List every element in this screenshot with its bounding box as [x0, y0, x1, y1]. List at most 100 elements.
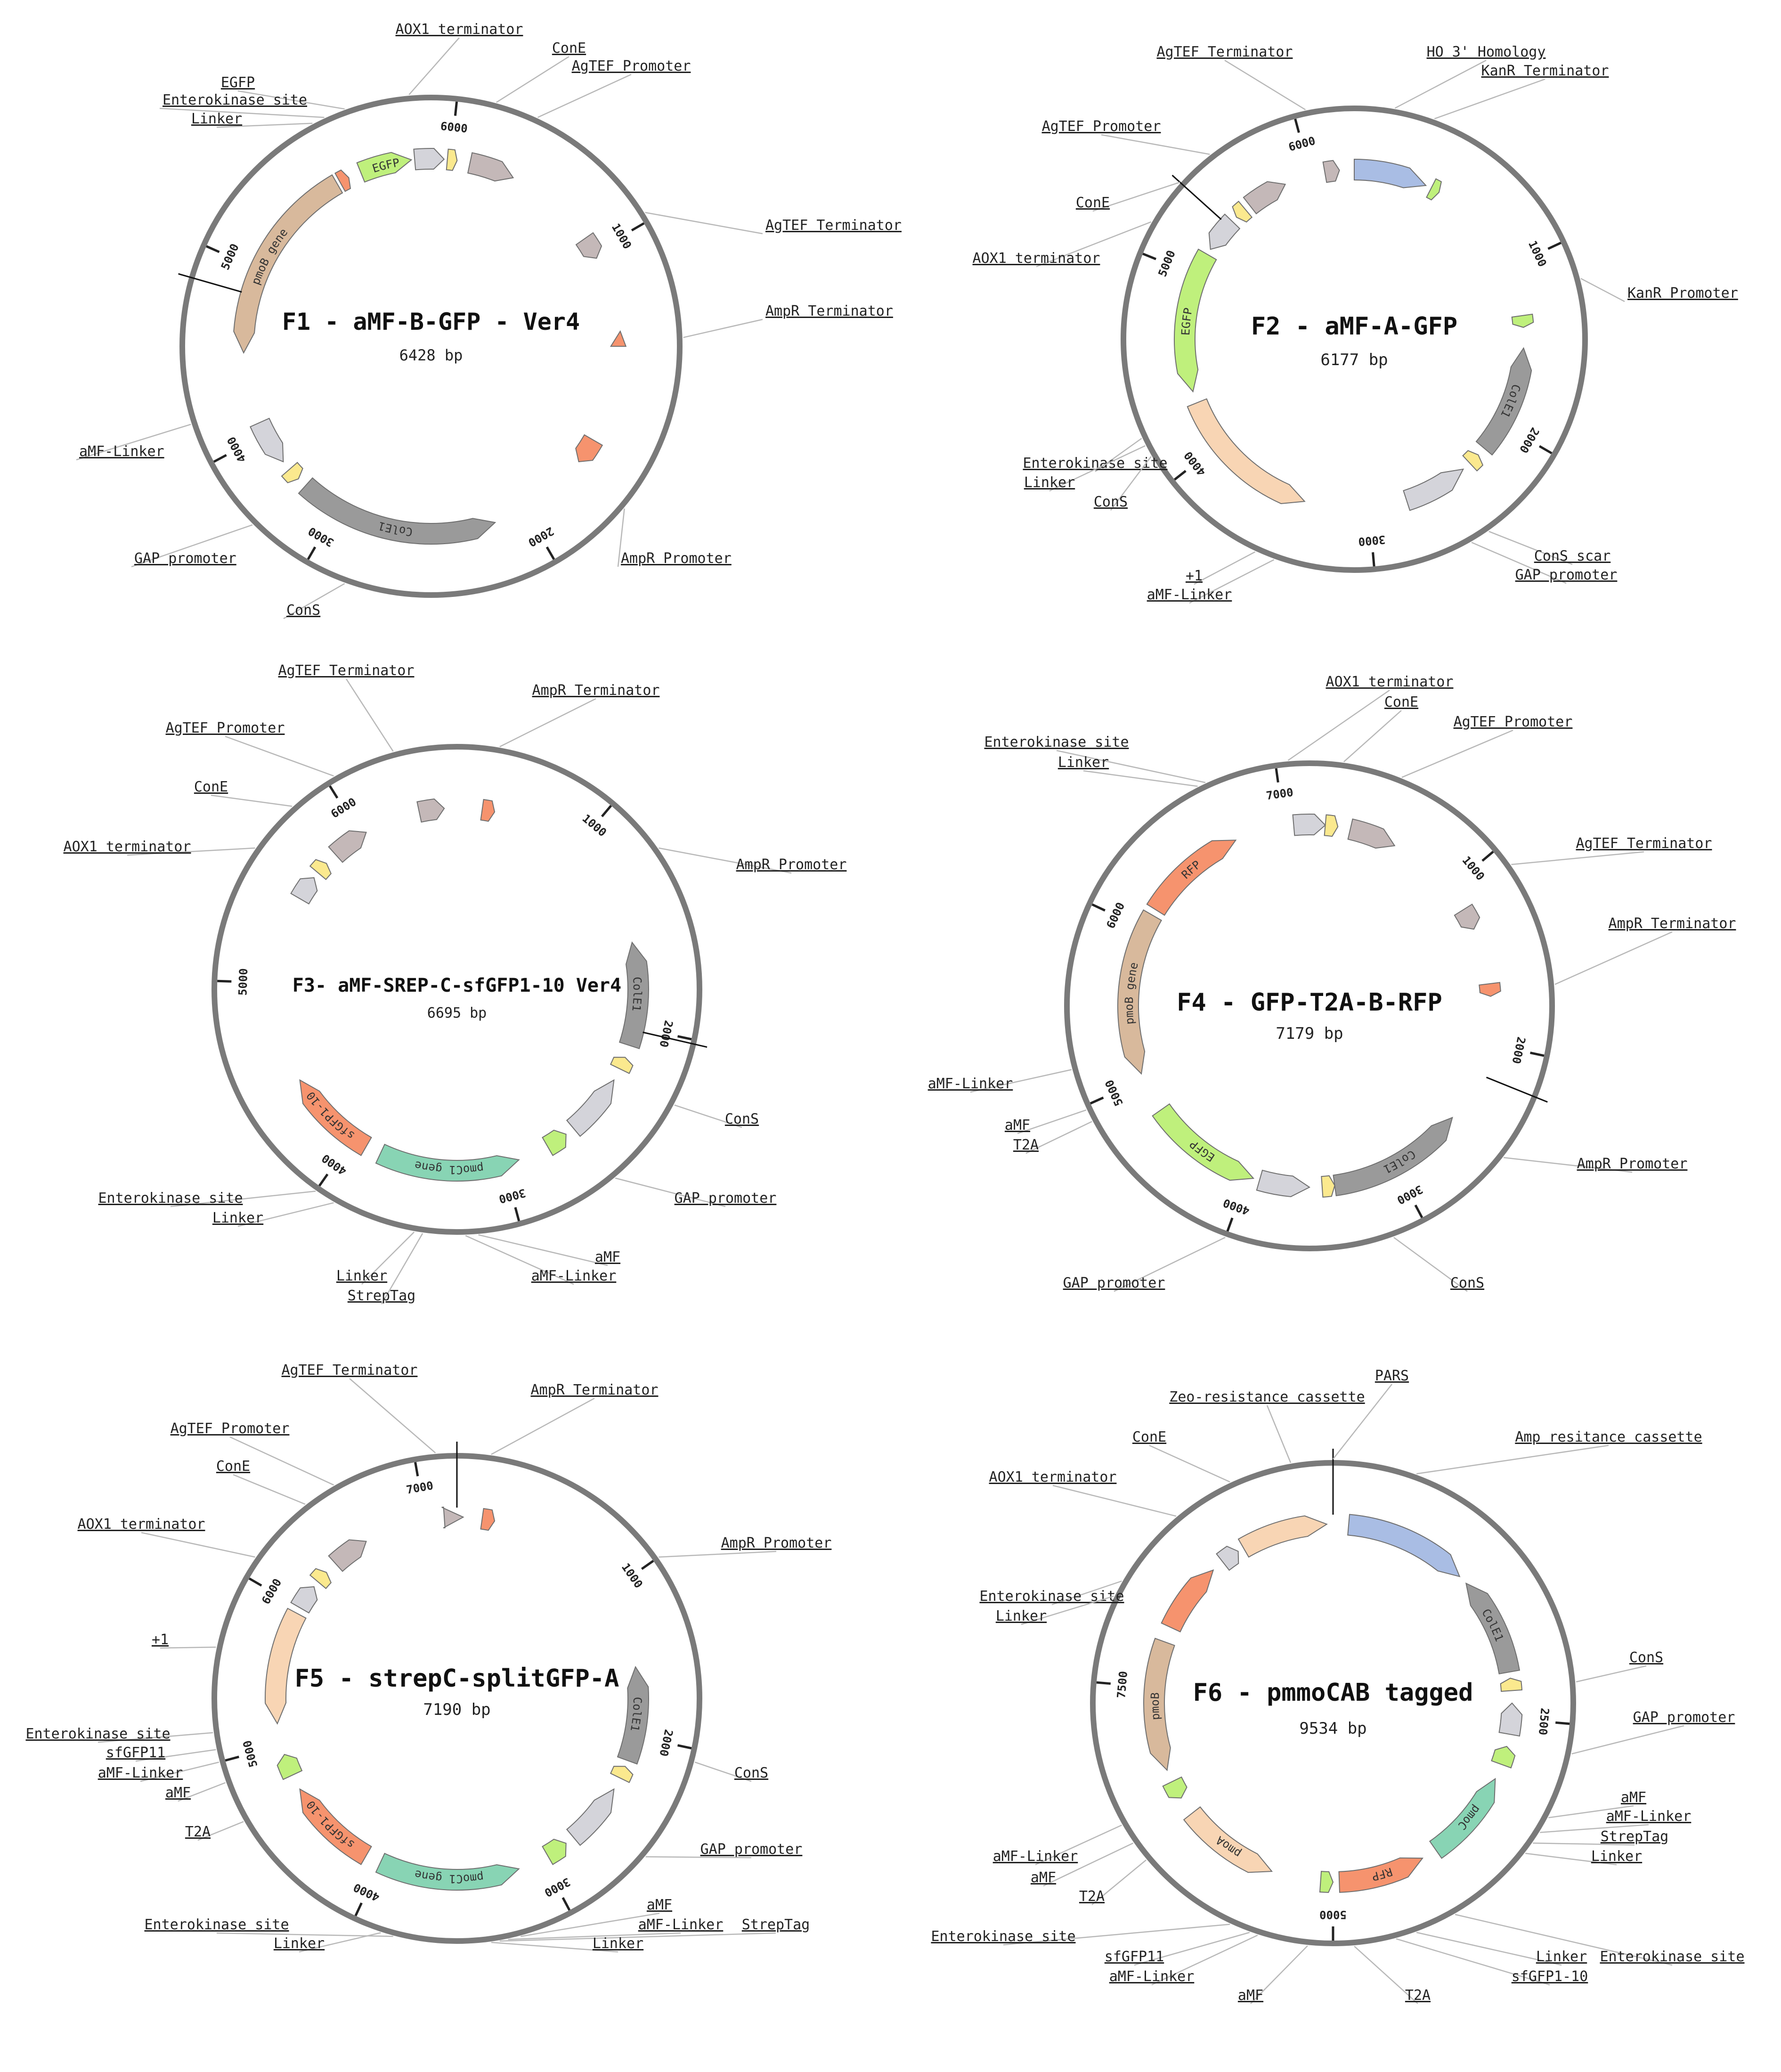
tick-label: 7500	[1114, 1671, 1130, 1699]
feature-callout-label: AmpR Promoter	[721, 1535, 832, 1551]
tick-label: 7000	[405, 1479, 434, 1497]
feature-callout-label: Linker	[1058, 754, 1109, 771]
feature-arrow	[1256, 1169, 1310, 1198]
feature-callout-label: aMF-Linker	[928, 1076, 1013, 1092]
feature-callout-label: Linker	[191, 111, 242, 127]
tick-mark	[1294, 118, 1300, 133]
feature-callout-label: T2A	[185, 1824, 211, 1840]
tick-mark	[1481, 850, 1494, 862]
feature-callout-label: aMF-Linker	[79, 443, 164, 460]
label-leader	[1396, 1938, 1550, 1986]
feature-arrow	[1347, 1514, 1461, 1577]
label-leader	[1052, 1485, 1177, 1517]
plasmid-size: 6428 bp	[399, 346, 463, 364]
feature-callout-label: AmpR Terminator	[765, 303, 893, 319]
label-leader	[216, 1932, 393, 1937]
tick-label: 3000	[306, 524, 336, 549]
feature-rfp	[1338, 1857, 1424, 1893]
label-leader	[1189, 559, 1275, 604]
feature-arrow	[1216, 1545, 1239, 1571]
label-leader	[1017, 1109, 1087, 1134]
feature-callout-label: Linker	[996, 1608, 1047, 1624]
feature-callout-label: Linker	[1024, 474, 1075, 491]
plasmid-title: F6 - pmmoCAB tagged	[1193, 1679, 1473, 1707]
feature-callout-label: AOX1 terminator	[396, 21, 523, 38]
tick-label: 6000	[259, 1576, 284, 1607]
feature-callout-label: aMF-Linker	[1147, 587, 1232, 603]
tick-mark	[1372, 552, 1375, 567]
feature-callout-label: AgTEF Promoter	[572, 58, 691, 74]
label-leader	[1576, 1665, 1647, 1683]
tick-mark	[1555, 1721, 1570, 1725]
label-leader	[1354, 1946, 1418, 2004]
tick-mark	[561, 1897, 571, 1911]
feature-callout-label: ConS	[286, 602, 320, 619]
feature-callout-label: ConS	[1629, 1649, 1663, 1666]
feature-arrow	[334, 169, 351, 192]
label-leader	[1525, 1852, 1617, 1866]
feature-arrow	[467, 152, 514, 182]
feature-arrow	[566, 1788, 615, 1846]
label-leader	[98, 1732, 213, 1743]
plasmid-map-f6: ColE1pmoCRFPpmoApmoB250050007500PARSZeo-…	[931, 1368, 1745, 2004]
feature-callout-label: ConS	[1094, 494, 1128, 510]
label-leader	[1533, 1842, 1635, 1846]
feature-callout-label: T2A	[1013, 1137, 1039, 1153]
feature-callout-label: Amp resitance cassette	[1515, 1429, 1702, 1445]
feature-callout-label: Enterokinase site	[144, 1917, 289, 1933]
feature-pmob-gene	[1117, 909, 1162, 1075]
label-leader	[345, 678, 394, 752]
feature-callout-label: aMF-Linker	[638, 1917, 724, 1933]
feature-callout-label: AmpR Terminator	[1609, 915, 1736, 932]
label-leader	[1101, 134, 1210, 155]
feature-callout-label: AmpR Promoter	[1577, 1156, 1688, 1172]
feature-arrow	[249, 417, 284, 463]
feature-callout-label: KanR Terminator	[1481, 63, 1609, 79]
feature-arrow	[575, 232, 602, 259]
feature-callout-label: PARS	[1375, 1368, 1409, 1384]
label-leader	[408, 37, 460, 95]
label-leader	[1134, 1932, 1250, 1966]
feature-callout-label: aMF	[1621, 1789, 1646, 1806]
feature-callout-label: AmpR Terminator	[532, 682, 660, 699]
label-leader	[1092, 181, 1180, 212]
plasmid-size: 9534 bp	[1299, 1719, 1366, 1738]
label-leader	[520, 1912, 660, 1937]
tick-mark	[454, 101, 458, 116]
feature-arrow	[281, 462, 303, 483]
label-leader	[170, 1191, 316, 1207]
feature-callout-label: AgTEF Terminator	[278, 662, 415, 679]
label-leader	[1151, 1934, 1258, 1986]
plasmid-title: F1 - aMF-B-GFP - Ver4	[282, 308, 580, 335]
backbone-circle	[211, 744, 702, 1235]
feature-arrow	[610, 1766, 634, 1783]
feature-callout-label: AgTEF Terminator	[1157, 44, 1293, 60]
tick-mark	[414, 1462, 419, 1477]
feature-arrow	[1498, 1702, 1523, 1737]
terminator-marker	[610, 330, 627, 347]
label-leader	[1035, 1824, 1122, 1866]
feature-callout-label: T2A	[1079, 1888, 1105, 1905]
label-leader	[140, 1762, 220, 1782]
label-leader	[1503, 1157, 1633, 1173]
tick-mark	[248, 1577, 262, 1587]
label-leader	[1455, 1914, 1673, 1966]
feature-arrow	[610, 1057, 634, 1074]
tick-label: 1000	[619, 1561, 645, 1591]
tick-label: 1000	[609, 221, 634, 251]
feature-arrow	[1479, 982, 1501, 997]
backbone-circle	[1121, 106, 1588, 573]
feature-cole1	[298, 477, 496, 545]
label-leader	[233, 1474, 306, 1505]
label-leader	[496, 56, 569, 103]
tick-mark	[1142, 253, 1156, 261]
tick-label: 5000	[1319, 1908, 1347, 1921]
plasmid-size: 6695 bp	[427, 1005, 487, 1021]
label-leader	[1043, 1842, 1134, 1887]
label-leader	[1091, 1859, 1147, 1905]
tick-label: 5000	[236, 968, 250, 996]
feature-callout-label: ConS	[734, 1765, 768, 1781]
feature-callout-label: AmpR Promoter	[736, 857, 847, 873]
feature-arrow	[542, 1838, 567, 1865]
